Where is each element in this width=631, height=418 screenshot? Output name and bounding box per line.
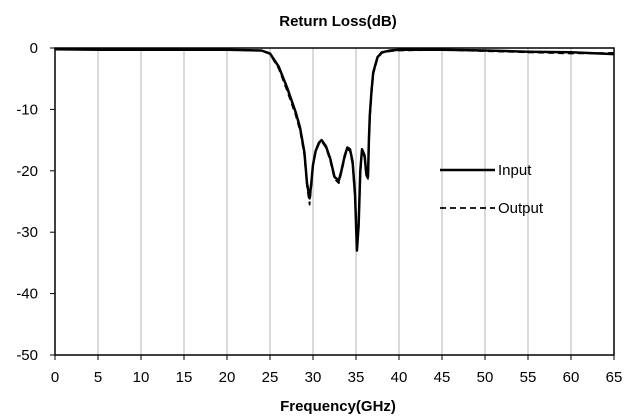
y-tick-label: -10: [16, 101, 38, 118]
y-tick-label: -40: [16, 286, 38, 303]
y-tick-label: -20: [16, 163, 38, 180]
x-tick-label: 65: [606, 369, 623, 386]
x-tick-label: 5: [94, 369, 102, 386]
x-tick-label: 25: [262, 369, 279, 386]
legend-label-output: Output: [498, 200, 544, 217]
x-tick-label: 45: [434, 369, 451, 386]
x-tick-label: 55: [520, 369, 537, 386]
x-tick-label: 40: [391, 369, 408, 386]
x-tick-label: 35: [348, 369, 365, 386]
x-tick-label: 0: [51, 369, 59, 386]
x-tick-label: 50: [477, 369, 494, 386]
x-tick-label: 20: [219, 369, 236, 386]
y-tick-label: -50: [16, 347, 38, 364]
series-lines: [54, 47, 615, 252]
legend-label-input: Input: [498, 162, 532, 179]
y-axis-ticks: 0 -10 -20 -30 -40 -50: [16, 40, 55, 364]
y-tick-label: -30: [16, 224, 38, 241]
x-tick-label: 10: [133, 369, 150, 386]
legend: Input Output: [440, 162, 544, 217]
series-line-input: [54, 47, 615, 252]
x-tick-label: 15: [176, 369, 193, 386]
y-tick-label: 0: [30, 40, 38, 57]
x-tick-label: 30: [305, 369, 322, 386]
plot-area-frame: [54, 47, 615, 356]
series-line-output: [55, 48, 615, 249]
x-axis-label: Frequency(GHz): [280, 398, 396, 415]
x-tick-label: 60: [563, 369, 580, 386]
grid-lines: [97, 48, 572, 355]
x-axis-ticks: 0 5 10 15 20 25 30 35 40 45 50 55 60 65: [51, 355, 623, 386]
chart-title: Return Loss(dB): [279, 13, 397, 30]
